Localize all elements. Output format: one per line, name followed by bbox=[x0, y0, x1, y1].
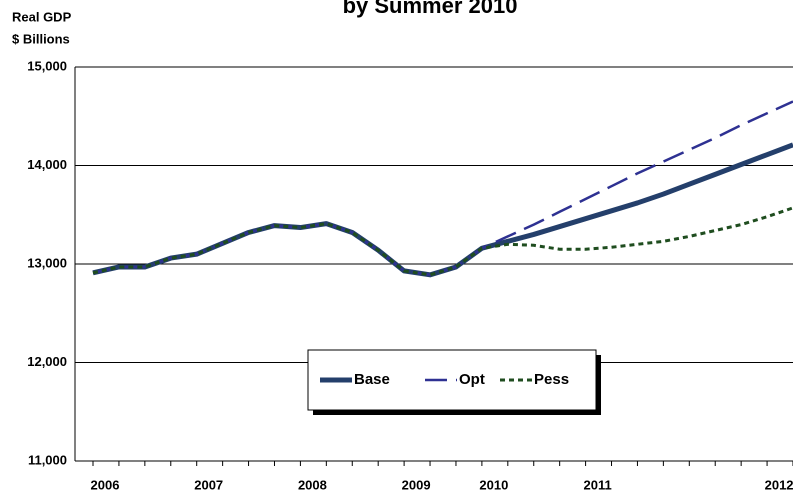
x-tick-label: 2006 bbox=[91, 477, 120, 492]
x-tick-label: 2009 bbox=[402, 477, 431, 492]
x-tick-label: 2007 bbox=[194, 477, 223, 492]
x-tick-label: 2011 bbox=[583, 477, 611, 492]
series-line bbox=[92, 206, 793, 277]
chart-title: by Summer 2010 bbox=[343, 0, 518, 18]
y-tick-label: 11,000 bbox=[28, 452, 67, 467]
legend-label: Base bbox=[354, 371, 390, 388]
y-tick-label: 15,000 bbox=[27, 58, 67, 73]
x-tick-label: 2012 bbox=[765, 477, 793, 492]
x-tick-label: 2010 bbox=[479, 477, 508, 492]
y-axis-label: $ Billions bbox=[12, 31, 70, 46]
y-tick-label: 14,000 bbox=[27, 157, 67, 172]
x-tick-label: 2008 bbox=[298, 477, 327, 492]
series-line bbox=[92, 142, 793, 278]
series-line bbox=[92, 100, 793, 277]
legend bbox=[307, 349, 597, 411]
y-axis-label: Real GDP bbox=[12, 9, 72, 24]
y-tick-label: 12,000 bbox=[27, 354, 67, 369]
legend-label: Opt bbox=[459, 371, 485, 388]
y-tick-label: 13,000 bbox=[27, 255, 67, 270]
legend-label: Pess bbox=[534, 371, 569, 388]
